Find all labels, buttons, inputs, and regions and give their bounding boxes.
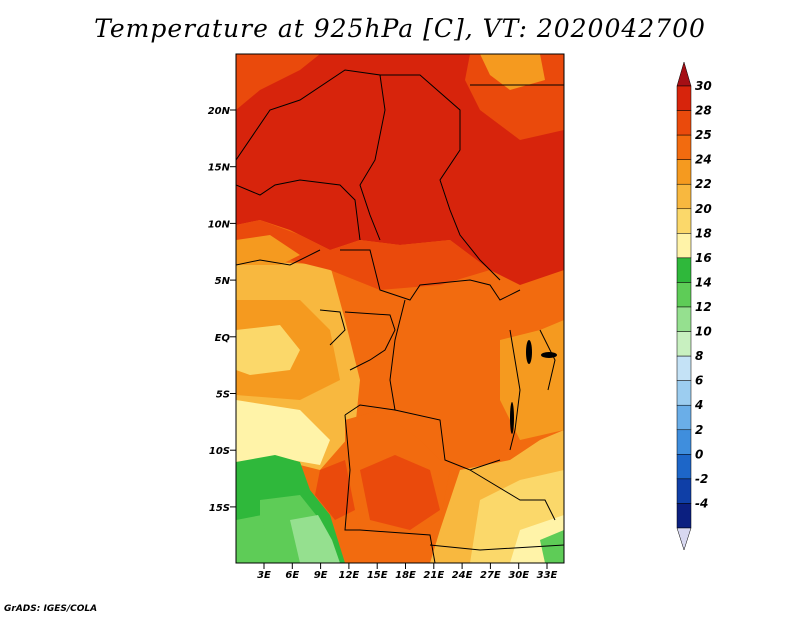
colorbar-label: 8 xyxy=(695,349,703,363)
lon-label: 33E xyxy=(537,570,558,581)
colorbar-swatch xyxy=(676,208,692,234)
map-frame xyxy=(235,53,565,564)
lon-label: 15E xyxy=(367,570,388,581)
map-title: Temperature at 925hPa [C], VT: 202004270… xyxy=(94,14,706,43)
lon-label: 18E xyxy=(395,570,416,581)
colorbar-label: 25 xyxy=(695,128,712,142)
lat-label: EQ xyxy=(215,333,231,344)
lon-label: 30E xyxy=(508,570,529,581)
lon-label: 21E xyxy=(423,570,444,581)
lat-label: 5S xyxy=(216,390,230,401)
colorbar-label: 24 xyxy=(695,153,712,167)
colorbar-swatch xyxy=(676,183,692,210)
lat-label: 20N xyxy=(208,106,231,117)
country-borders xyxy=(236,69,564,563)
colorbar-label: 12 xyxy=(695,300,712,314)
colorbar-label: 14 xyxy=(695,275,712,289)
colorbar-swatch xyxy=(676,503,692,529)
grads-credit: GrADS: IGES/COLA xyxy=(4,604,98,614)
colorbar-swatch xyxy=(676,454,692,480)
lat-label: 15N xyxy=(208,163,231,174)
colorbar-label: 22 xyxy=(695,177,712,191)
colorbar-swatch xyxy=(676,429,692,455)
lat-label: 15S xyxy=(209,503,230,514)
colorbar-label: 20 xyxy=(695,202,712,216)
lat-label: 5N xyxy=(215,276,231,287)
colorbar-label: 0 xyxy=(695,447,703,461)
colorbar-swatch xyxy=(676,306,692,332)
colorbar-label: 18 xyxy=(695,226,712,240)
latitude-axis: 20N 15N 10N 5N EQ 5S 10S 15S xyxy=(208,106,236,514)
colorbar-swatch xyxy=(676,478,692,504)
colorbar-swatch xyxy=(676,282,692,308)
lon-label: 12E xyxy=(339,570,360,581)
longitude-axis: 3E 6E 9E 12E 15E 18E 21E 24E 27E 30E 33E xyxy=(257,563,558,581)
lon-label: 9E xyxy=(314,570,328,581)
colorbar-label: 6 xyxy=(695,374,703,388)
colorbar-label: 2 xyxy=(695,423,703,437)
colorbar-label: 16 xyxy=(695,251,712,265)
colorbar-bottom-arrow xyxy=(676,527,692,551)
colorbar-top-arrow xyxy=(676,61,692,87)
lakes xyxy=(510,340,557,434)
colorbar-label: 10 xyxy=(695,325,712,339)
colorbar-swatch xyxy=(676,85,692,111)
colorbar-swatch xyxy=(676,331,692,357)
temperature-field xyxy=(236,54,564,563)
lon-label: 3E xyxy=(257,570,271,581)
colorbar-label: 4 xyxy=(694,398,703,412)
lat-label: 10N xyxy=(208,219,231,230)
colorbar-swatch xyxy=(676,110,692,136)
colorbar-swatch xyxy=(676,355,692,381)
colorbar-swatch xyxy=(676,380,692,406)
colorbar-swatch xyxy=(676,257,692,283)
colorbar-swatch xyxy=(676,159,692,185)
colorbar-swatch xyxy=(676,233,692,259)
colorbar-label: 30 xyxy=(695,79,712,93)
lon-label: 6E xyxy=(285,570,299,581)
colorbar-swatch xyxy=(676,404,692,431)
lat-label: 10S xyxy=(209,446,230,457)
colorbar-label: -4 xyxy=(695,496,708,510)
colorbar-swatch xyxy=(676,134,692,160)
lon-label: 24E xyxy=(452,570,473,581)
colorbar-label: -2 xyxy=(695,472,708,486)
lon-label: 27E xyxy=(480,570,501,581)
colorbar-label: 28 xyxy=(695,104,712,118)
